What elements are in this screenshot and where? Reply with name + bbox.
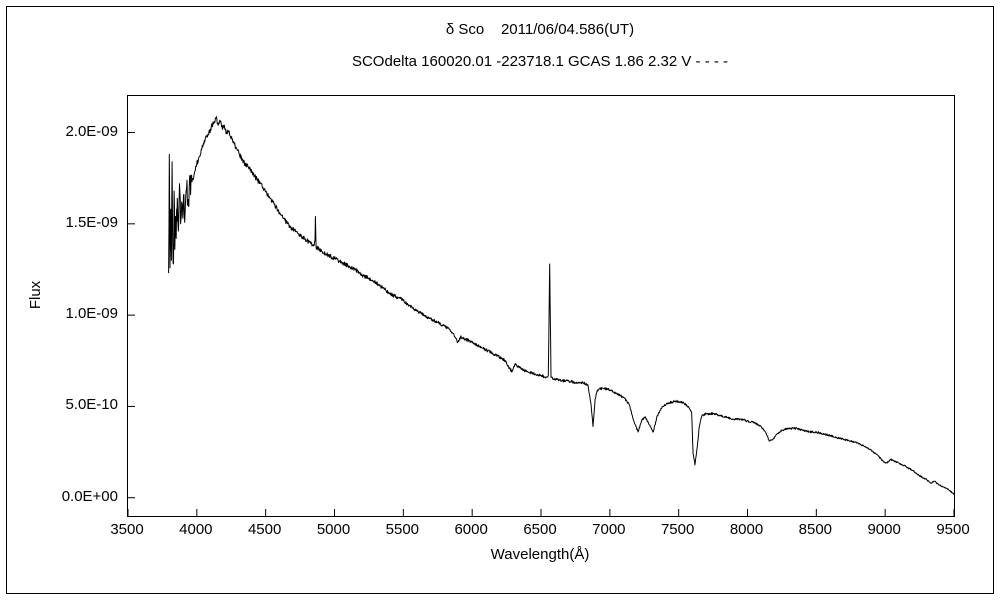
y-tick-label: 2.0E-09 bbox=[65, 122, 118, 140]
y-tick-label: 1.5E-09 bbox=[65, 213, 118, 231]
y-tick-label: 1.0E-09 bbox=[65, 305, 118, 323]
spectrum-plot bbox=[128, 116, 954, 516]
x-tick-label: 3500 bbox=[110, 521, 144, 538]
x-tick-label: 8500 bbox=[798, 521, 833, 538]
x-axis-label: Wavelength(Å) bbox=[490, 546, 590, 563]
chart-subtitle: SCOdelta 160020.01 -223718.1 GCAS 1.86 2… bbox=[351, 53, 729, 70]
chart-title: δ Sco 2011/06/04.586(UT) bbox=[445, 21, 635, 38]
x-tick-label: 4000 bbox=[179, 521, 213, 538]
axis-ticks bbox=[128, 132, 954, 516]
x-tick-label: 9000 bbox=[867, 521, 901, 538]
x-tick-label: 9500 bbox=[936, 521, 970, 538]
x-tick-label: 5500 bbox=[385, 521, 420, 538]
page-border bbox=[6, 6, 994, 594]
y-tick-label: 5.0E-10 bbox=[65, 396, 118, 414]
x-tick-label: 6500 bbox=[523, 521, 557, 538]
x-tick-label: 7500 bbox=[660, 521, 695, 538]
x-tick-label: 5000 bbox=[316, 521, 351, 538]
spectrum-curve bbox=[168, 116, 954, 495]
x-tick-label: 4500 bbox=[247, 521, 282, 538]
plot-area bbox=[127, 95, 955, 517]
x-tick-label: 6000 bbox=[454, 521, 488, 538]
x-tick-label: 7000 bbox=[592, 521, 626, 538]
x-tick-label: 8000 bbox=[729, 521, 764, 538]
y-tick-label: 0.0E+00 bbox=[61, 487, 118, 505]
